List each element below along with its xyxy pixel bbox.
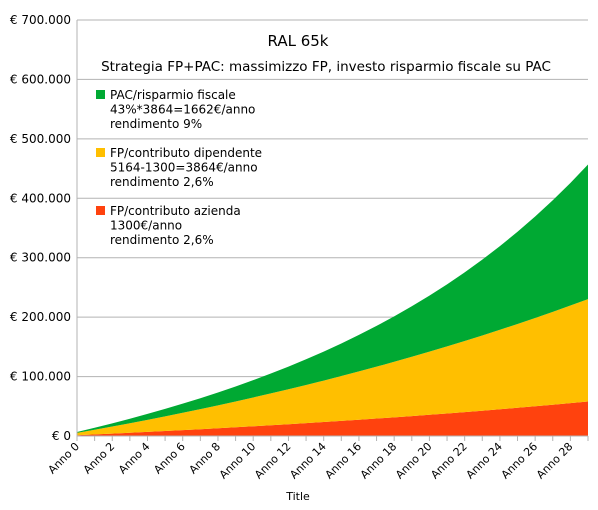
area-series-0 (77, 401, 588, 436)
legend-label: FP/contributo azienda (110, 204, 241, 218)
x-tick-label: Anno 12 (252, 440, 294, 482)
area-series (77, 164, 588, 436)
legend-detail: rendimento 2,6% (110, 233, 214, 247)
legend: PAC/risparmio fiscale43%*3864=1662€/anno… (96, 88, 262, 247)
x-tick-label: Anno 26 (499, 440, 541, 482)
y-tick-label: € 500.000 (10, 132, 71, 146)
x-axis-title: Title (285, 490, 310, 503)
grid (77, 19, 588, 437)
chart-title: RAL 65k (268, 32, 329, 50)
legend-detail: 5164-1300=3864€/anno (110, 161, 258, 175)
y-tick-label: € 0 (52, 429, 71, 443)
legend-swatch (96, 206, 105, 215)
x-tick-label: Anno 6 (151, 440, 188, 477)
legend-label: PAC/risparmio fiscale (110, 88, 236, 102)
x-tick-label: Anno 20 (393, 440, 435, 482)
x-tick-label: Anno 0 (46, 440, 83, 477)
y-tick-label: € 700.000 (10, 13, 71, 27)
chart-subtitle: Strategia FP+PAC: massimizzo FP, investo… (101, 59, 551, 75)
legend-detail: rendimento 2,6% (110, 175, 214, 189)
x-tick-label: Anno 28 (534, 440, 576, 482)
y-tick-label: € 200.000 (10, 310, 71, 324)
x-tick-label: Anno 16 (323, 440, 365, 482)
legend-swatch (96, 90, 105, 99)
y-tick-label: € 400.000 (10, 191, 71, 205)
y-tick-label: € 300.000 (10, 251, 71, 265)
x-tick-label: Anno 24 (464, 440, 506, 482)
legend-detail: rendimento 9% (110, 117, 202, 131)
legend-swatch (96, 148, 105, 157)
legend-detail: 43%*3864=1662€/anno (110, 103, 255, 117)
y-tick-label: € 100.000 (10, 370, 71, 384)
x-tick-label: Anno 14 (287, 440, 329, 482)
y-axis-ticks: € 0 € 100.000 € 200.000 € 300.000 € 400.000 €… (10, 13, 71, 443)
x-tick-label: Anno 10 (217, 440, 259, 482)
legend-label: FP/contributo dipendente (110, 146, 262, 160)
x-tick-label: Anno 18 (358, 440, 400, 482)
y-tick-label: € 600.000 (10, 72, 71, 86)
legend-detail: 1300€/anno (110, 219, 182, 233)
x-tick-label: Anno 4 (116, 440, 153, 477)
area-series-1 (77, 299, 588, 436)
x-tick-label: Anno 2 (81, 440, 118, 477)
x-tick-label: Anno 22 (428, 440, 470, 482)
axes (76, 20, 589, 441)
area-series-2 (77, 164, 588, 433)
